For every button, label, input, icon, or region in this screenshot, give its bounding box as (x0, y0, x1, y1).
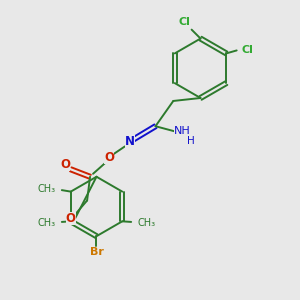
Text: Cl: Cl (241, 45, 253, 56)
Text: Cl: Cl (178, 17, 190, 27)
Text: O: O (104, 151, 114, 164)
Text: CH₃: CH₃ (38, 218, 56, 228)
Text: H: H (187, 136, 195, 146)
Text: Br: Br (90, 247, 104, 256)
Text: NH: NH (174, 126, 190, 136)
Text: O: O (60, 158, 70, 171)
Text: CH₃: CH₃ (137, 218, 155, 228)
Text: O: O (66, 212, 76, 225)
Text: CH₃: CH₃ (38, 184, 56, 194)
Text: N: N (125, 135, 135, 148)
